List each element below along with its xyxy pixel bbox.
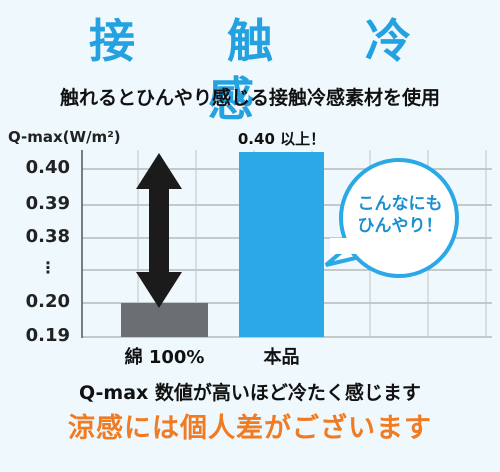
bar-chart <box>81 150 492 338</box>
speech-bubble <box>324 158 459 278</box>
y-tick-label: 0.20 <box>25 291 70 312</box>
arrow-head-top <box>136 153 182 189</box>
chart-bars <box>121 152 324 337</box>
x-category-label: 本品 <box>263 347 300 368</box>
bar-product <box>239 152 324 337</box>
y-tick-label: 0.39 <box>25 193 70 214</box>
bubble-text: こんなにも ひんやり！ <box>345 193 455 237</box>
x-category-label: 綿 100% <box>124 347 205 368</box>
bubble-text-line: ひんやり！ <box>357 216 443 236</box>
y-tick-label: ⋮ <box>40 258 56 277</box>
page-title: 接 触 冷 感 <box>88 14 450 126</box>
bar-cotton <box>121 303 208 337</box>
arrow-shaft <box>149 187 169 275</box>
subtitle: 触れるとひんやり感じる接触冷感素材を使用 <box>59 87 440 109</box>
bubble-text-line: こんなにも <box>357 194 443 214</box>
y-tick-label: 0.38 <box>25 226 70 247</box>
y-axis-label: Q-max(W/m²) <box>8 128 121 146</box>
bar-annotation: 0.40 以上！ <box>237 130 326 148</box>
difference-arrow <box>136 153 182 308</box>
note-qmax: Q-max 数値が高いほど冷たく感じます <box>79 382 421 404</box>
y-tick-label: 0.40 <box>25 157 70 178</box>
note-disclaimer: 涼感には個人差がございます <box>68 413 432 444</box>
y-tick-label: 0.19 <box>25 325 70 346</box>
arrow-head-bottom <box>136 272 182 308</box>
